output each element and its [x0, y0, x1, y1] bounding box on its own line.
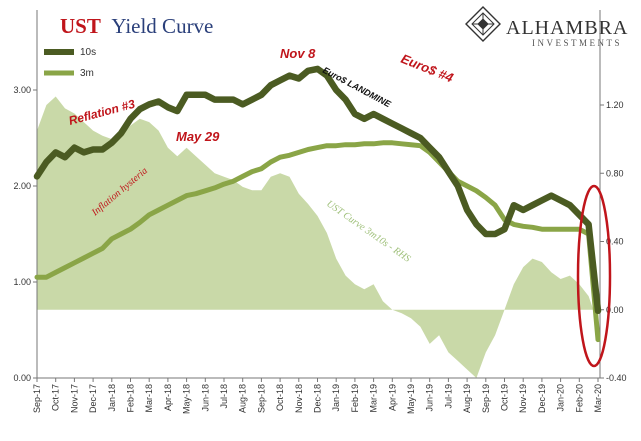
- x-tick-label: Jun-19: [425, 384, 435, 412]
- x-tick-label: Oct-17: [51, 384, 61, 411]
- annotation-curve-rhs: UST Curve 3m10s - RHS: [324, 198, 412, 264]
- y-left-tick-label: 0.00: [13, 373, 31, 383]
- y-right-tick-label: 0.80: [606, 168, 624, 178]
- y-right-tick-label: -0.40: [606, 373, 627, 383]
- x-tick-label: Mar-19: [369, 384, 379, 413]
- x-tick-label: Dec-17: [88, 384, 98, 413]
- title-ust: UST: [60, 14, 101, 38]
- x-tick-label: May-19: [406, 384, 416, 414]
- legend: 10s 3m: [44, 47, 96, 79]
- logo-subtitle: INVESTMENTS: [532, 38, 622, 48]
- logo-diamond-icon: [465, 6, 501, 42]
- x-tick-label: Apr-19: [387, 384, 397, 411]
- legend-label-10s: 10s: [80, 47, 96, 58]
- x-tick-label: Feb-19: [350, 384, 360, 413]
- x-tick-label: Oct-19: [500, 384, 510, 411]
- x-tick-label: Nov-17: [69, 384, 79, 413]
- y-left-tick-label: 2.00: [13, 181, 31, 191]
- x-tick-label: Dec-18: [313, 384, 323, 413]
- annotation-may29: May 29: [176, 129, 220, 144]
- x-tick-label: Apr-18: [163, 384, 173, 411]
- logo-name: ALHAMBRA: [506, 17, 628, 39]
- highlight-ellipse: [576, 184, 612, 368]
- x-tick-label: Jan-19: [331, 384, 341, 412]
- x-tick-label: Jun-18: [200, 384, 210, 412]
- annotation-euro4: Euro$ #4: [399, 51, 456, 86]
- x-tick-label: Jan-18: [107, 384, 117, 412]
- curve-area-layer: [37, 96, 598, 378]
- series-area-curve-3m10s: [37, 96, 598, 378]
- x-tick-label: Aug-19: [462, 384, 472, 413]
- y-right-tick-label: 0.00: [606, 305, 624, 315]
- series-line-3m: [34, 140, 601, 343]
- x-tick-label: Oct-18: [275, 384, 285, 411]
- annotation-nov8: Nov 8: [280, 46, 316, 61]
- chart-title: UST Yield Curve: [60, 14, 213, 38]
- x-tick-label: Nov-18: [294, 384, 304, 413]
- x-tick-label: Mar-20: [593, 384, 603, 413]
- x-tick-label: Jan-20: [556, 384, 566, 412]
- x-tick-label: Nov-19: [518, 384, 528, 413]
- y-right-tick-label: 1.20: [606, 100, 624, 110]
- y-right-tick-label: 0.40: [606, 237, 624, 247]
- x-tick-label: Sep-18: [256, 384, 266, 413]
- x-tick-label: Aug-18: [238, 384, 248, 413]
- y-left-tick-label: 3.00: [13, 85, 31, 95]
- alhambra-logo: ALHAMBRA INVESTMENTS: [465, 6, 628, 48]
- x-tick-label: Feb-20: [574, 384, 584, 413]
- y-left-tick-label: 1.00: [13, 277, 31, 287]
- x-tick-label: Feb-18: [126, 384, 136, 413]
- x-tick-label: May-18: [182, 384, 192, 414]
- x-tick-label: Jul-18: [219, 384, 229, 409]
- x-tick-label: Dec-19: [537, 384, 547, 413]
- series-line-10s: [33, 65, 602, 315]
- legend-label-3m: 3m: [80, 68, 94, 79]
- series-line-layer: [33, 65, 602, 343]
- title-rest: Yield Curve: [111, 14, 213, 38]
- x-tick-label: Mar-18: [144, 384, 154, 413]
- x-tick-label: Jul-19: [443, 384, 453, 409]
- x-tick-label: Sep-19: [481, 384, 491, 413]
- axis-layer: 0.00 1.00 2.00 3.00 -0.40 0.00 0.40 0.80 1.20 Sep…: [13, 10, 627, 414]
- x-tick-label: Sep-17: [32, 384, 42, 413]
